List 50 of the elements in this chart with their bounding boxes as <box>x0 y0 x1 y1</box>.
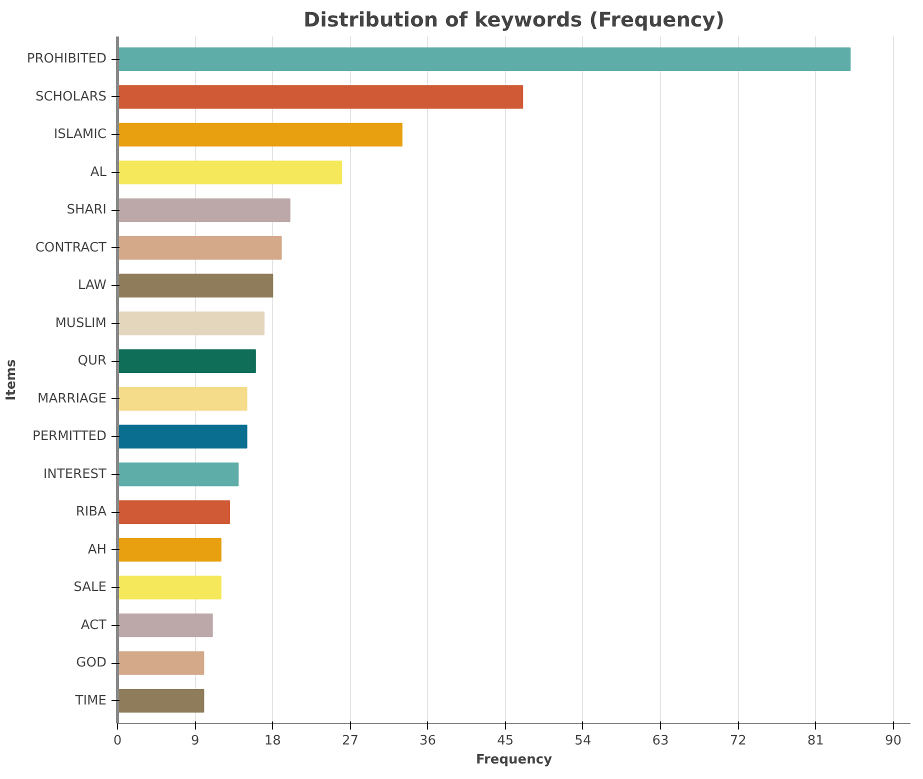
y-tick-label: PROHIBITED <box>26 52 107 67</box>
chart-title: Distribution of keywords (Frequency) <box>304 8 724 32</box>
y-tick-label: AL <box>90 164 108 180</box>
y-tick-label: PERMITTED <box>32 429 106 444</box>
y-tick-label: LAW <box>78 278 107 294</box>
y-axis-title: Items <box>4 359 19 401</box>
bar <box>118 47 851 71</box>
bar <box>118 312 265 336</box>
y-tick-label: QUR <box>78 354 106 369</box>
bar <box>118 349 256 373</box>
x-tick-label: 90 <box>884 734 902 748</box>
x-tick-label: 36 <box>420 734 436 748</box>
y-tick-label: AH <box>88 542 107 558</box>
bar <box>118 651 204 675</box>
x-tick-label: 18 <box>264 734 281 748</box>
x-axis-title: Frequency <box>476 752 553 768</box>
bar <box>118 387 248 411</box>
bar <box>118 500 230 524</box>
y-tick-label: TIME <box>74 693 107 708</box>
y-tick-label: ACT <box>80 618 107 633</box>
bar <box>118 424 248 448</box>
x-tick-label: 9 <box>190 734 200 748</box>
y-tick-label: RIBA <box>76 504 107 520</box>
y-tick-label: MUSLIM <box>55 316 107 331</box>
x-tick-label: 0 <box>113 734 122 748</box>
x-tick-label: 54 <box>574 734 592 748</box>
y-tick-label: SALE <box>74 580 106 596</box>
bar <box>118 462 239 486</box>
y-tick-label: SHARI <box>66 202 107 218</box>
bar <box>118 274 274 298</box>
y-tick-label: GOD <box>76 656 107 671</box>
x-tick-label: 72 <box>730 734 746 748</box>
bar <box>118 236 282 260</box>
y-tick-label: SCHOLARS <box>35 89 107 104</box>
y-tick-label: CONTRACT <box>35 240 107 256</box>
bar <box>118 198 290 222</box>
y-tick-label: INTEREST <box>43 466 107 482</box>
x-tick-label: 27 <box>342 734 359 748</box>
y-tick-label: ISLAMIC <box>54 127 107 142</box>
y-tick-label: MARRIAGE <box>38 391 107 406</box>
bar <box>118 85 524 109</box>
bar <box>118 122 402 146</box>
bar <box>118 160 342 184</box>
x-tick-label: 81 <box>807 734 824 748</box>
x-tick-label: 45 <box>497 734 514 748</box>
bar <box>118 576 222 600</box>
bar <box>118 689 204 713</box>
bar <box>118 538 222 562</box>
x-tick-label: 63 <box>652 734 669 748</box>
bar <box>118 614 213 638</box>
